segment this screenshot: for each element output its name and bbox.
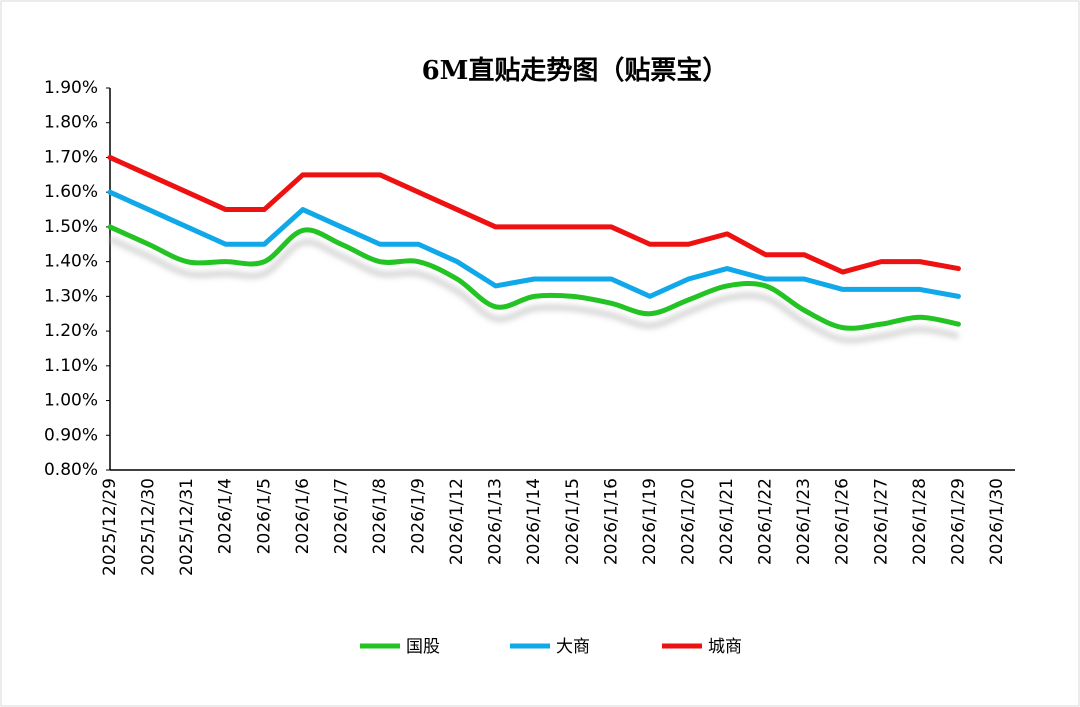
y-tick-label: 1.30% [44,286,98,306]
x-tick-label: 2026/1/22 [756,478,776,565]
y-tick-label: 0.90% [44,425,98,445]
x-tick-label: 2026/1/9 [409,478,429,554]
series-line [107,189,961,299]
y-tick-label: 0.80% [44,460,98,480]
x-tick-label: 2026/1/23 [794,478,814,565]
y-tick-label: 1.40% [44,252,98,272]
x-tick-label: 2025/12/30 [139,478,159,576]
x-tick-label: 2026/1/19 [640,478,660,565]
legend-label: 大商 [556,637,590,657]
x-tick-label: 2025/12/31 [177,478,197,576]
x-tick-label: 2026/1/20 [678,478,698,565]
line-shadow [108,236,960,344]
y-tick-label: 1.80% [44,113,98,133]
legend-label: 国股 [406,637,440,657]
x-tick-label: 2026/1/7 [331,478,351,554]
y-tick-label: 1.10% [44,356,98,376]
series-line [107,224,961,331]
x-tick-label: 2026/1/28 [910,478,930,565]
x-tick-label: 2026/1/6 [293,478,313,554]
y-tick-label: 1.20% [44,321,98,341]
x-tick-label: 2026/1/21 [717,478,737,565]
x-tick-label: 2026/1/29 [948,478,968,565]
x-tick-label: 2026/1/8 [370,478,390,554]
x-tick-label: 2026/1/14 [524,478,544,565]
x-tick-label: 2026/1/27 [871,478,891,565]
y-tick-label: 1.00% [44,391,98,411]
x-tick-label: 2026/1/26 [833,478,853,565]
y-tick-label: 1.70% [44,147,98,167]
legend-label: 城商 [708,637,742,657]
chart-title: 6M直贴走势图（贴票宝） [422,55,729,86]
series-line [107,154,961,275]
x-tick-label: 2026/1/4 [216,478,236,554]
x-tick-label: 2026/1/12 [447,478,467,565]
x-tick-label: 2025/12/29 [100,478,120,576]
y-tick-label: 1.90% [44,78,98,98]
x-tick-label: 2026/1/30 [987,478,1007,565]
y-tick-label: 1.50% [44,217,98,237]
x-tick-label: 2026/1/5 [254,478,274,554]
x-tick-label: 2026/1/15 [563,478,583,565]
x-tick-label: 2026/1/16 [601,478,621,565]
y-tick-label: 1.60% [44,182,98,202]
x-tick-label: 2026/1/13 [486,478,506,565]
